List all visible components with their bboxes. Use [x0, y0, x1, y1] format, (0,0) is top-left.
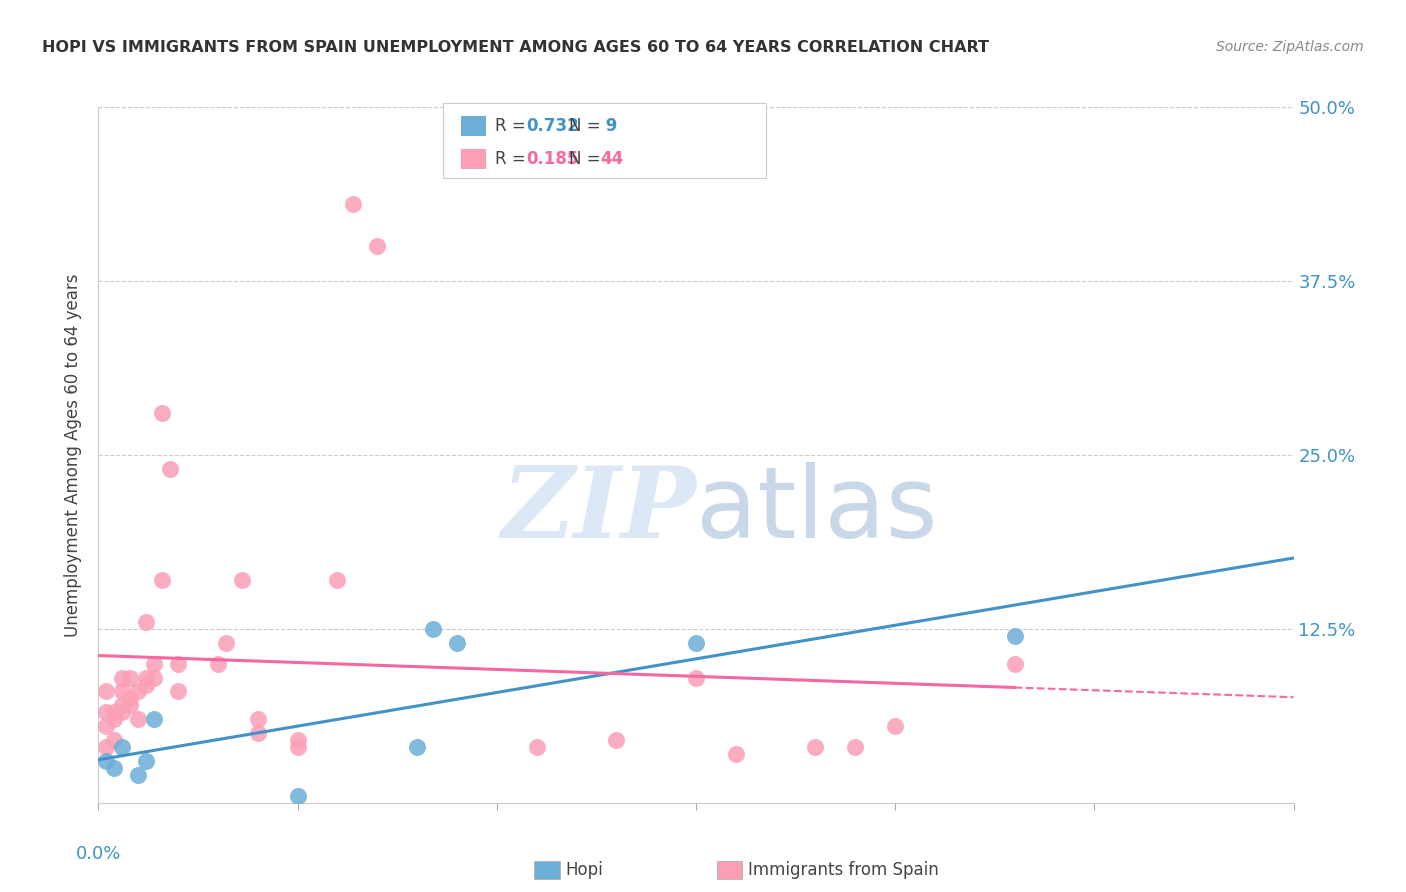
- Point: [446, 636, 468, 650]
- Point: [685, 636, 707, 650]
- Text: Immigrants from Spain: Immigrants from Spain: [748, 861, 939, 879]
- Point: [111, 671, 134, 685]
- Point: [111, 698, 134, 713]
- Text: 0.732: 0.732: [526, 117, 579, 135]
- Point: [120, 698, 142, 713]
- Point: [685, 671, 707, 685]
- Point: [103, 733, 125, 747]
- Point: [111, 740, 134, 755]
- Text: R =: R =: [495, 150, 531, 169]
- Point: [342, 197, 364, 211]
- Point: [103, 761, 125, 775]
- Point: [167, 657, 190, 671]
- Point: [135, 677, 157, 691]
- Point: [96, 684, 118, 698]
- Text: Hopi: Hopi: [565, 861, 603, 879]
- Point: [246, 712, 269, 726]
- Text: Source: ZipAtlas.com: Source: ZipAtlas.com: [1216, 40, 1364, 54]
- Point: [287, 789, 309, 803]
- Point: [127, 712, 149, 726]
- Point: [120, 671, 142, 685]
- Point: [207, 657, 229, 671]
- Point: [1004, 629, 1026, 643]
- Point: [103, 706, 125, 720]
- Point: [96, 719, 118, 733]
- Text: HOPI VS IMMIGRANTS FROM SPAIN UNEMPLOYMENT AMONG AGES 60 TO 64 YEARS CORRELATION: HOPI VS IMMIGRANTS FROM SPAIN UNEMPLOYME…: [42, 40, 990, 55]
- Point: [150, 406, 173, 420]
- Text: R =: R =: [495, 117, 531, 135]
- Point: [103, 712, 125, 726]
- Text: 0.0%: 0.0%: [76, 845, 121, 863]
- Point: [120, 691, 142, 706]
- Point: [143, 671, 166, 685]
- Point: [127, 684, 149, 698]
- Point: [406, 740, 429, 755]
- Point: [143, 657, 166, 671]
- Y-axis label: Unemployment Among Ages 60 to 64 years: Unemployment Among Ages 60 to 64 years: [65, 273, 83, 637]
- Point: [287, 733, 309, 747]
- Point: [231, 573, 253, 587]
- Point: [1004, 657, 1026, 671]
- Point: [804, 740, 827, 755]
- Point: [326, 573, 349, 587]
- Point: [246, 726, 269, 740]
- Text: 44: 44: [600, 150, 624, 169]
- Text: 9: 9: [600, 117, 617, 135]
- Point: [159, 462, 181, 476]
- Point: [143, 712, 166, 726]
- Point: [844, 740, 866, 755]
- Point: [884, 719, 907, 733]
- Point: [605, 733, 627, 747]
- Point: [96, 740, 118, 755]
- Point: [135, 615, 157, 629]
- Point: [127, 768, 149, 782]
- Point: [135, 754, 157, 768]
- Text: N =: N =: [569, 117, 606, 135]
- Point: [96, 706, 118, 720]
- Point: [366, 239, 388, 253]
- Point: [287, 740, 309, 755]
- Text: ZIP: ZIP: [501, 462, 696, 558]
- Text: N =: N =: [569, 150, 606, 169]
- Point: [111, 684, 134, 698]
- Point: [422, 622, 444, 636]
- Point: [96, 754, 118, 768]
- Text: atlas: atlas: [696, 462, 938, 559]
- Point: [135, 671, 157, 685]
- Point: [526, 740, 548, 755]
- Point: [111, 706, 134, 720]
- Text: 0.185: 0.185: [526, 150, 578, 169]
- Point: [167, 684, 190, 698]
- Point: [150, 573, 173, 587]
- Point: [724, 747, 747, 761]
- Point: [215, 636, 238, 650]
